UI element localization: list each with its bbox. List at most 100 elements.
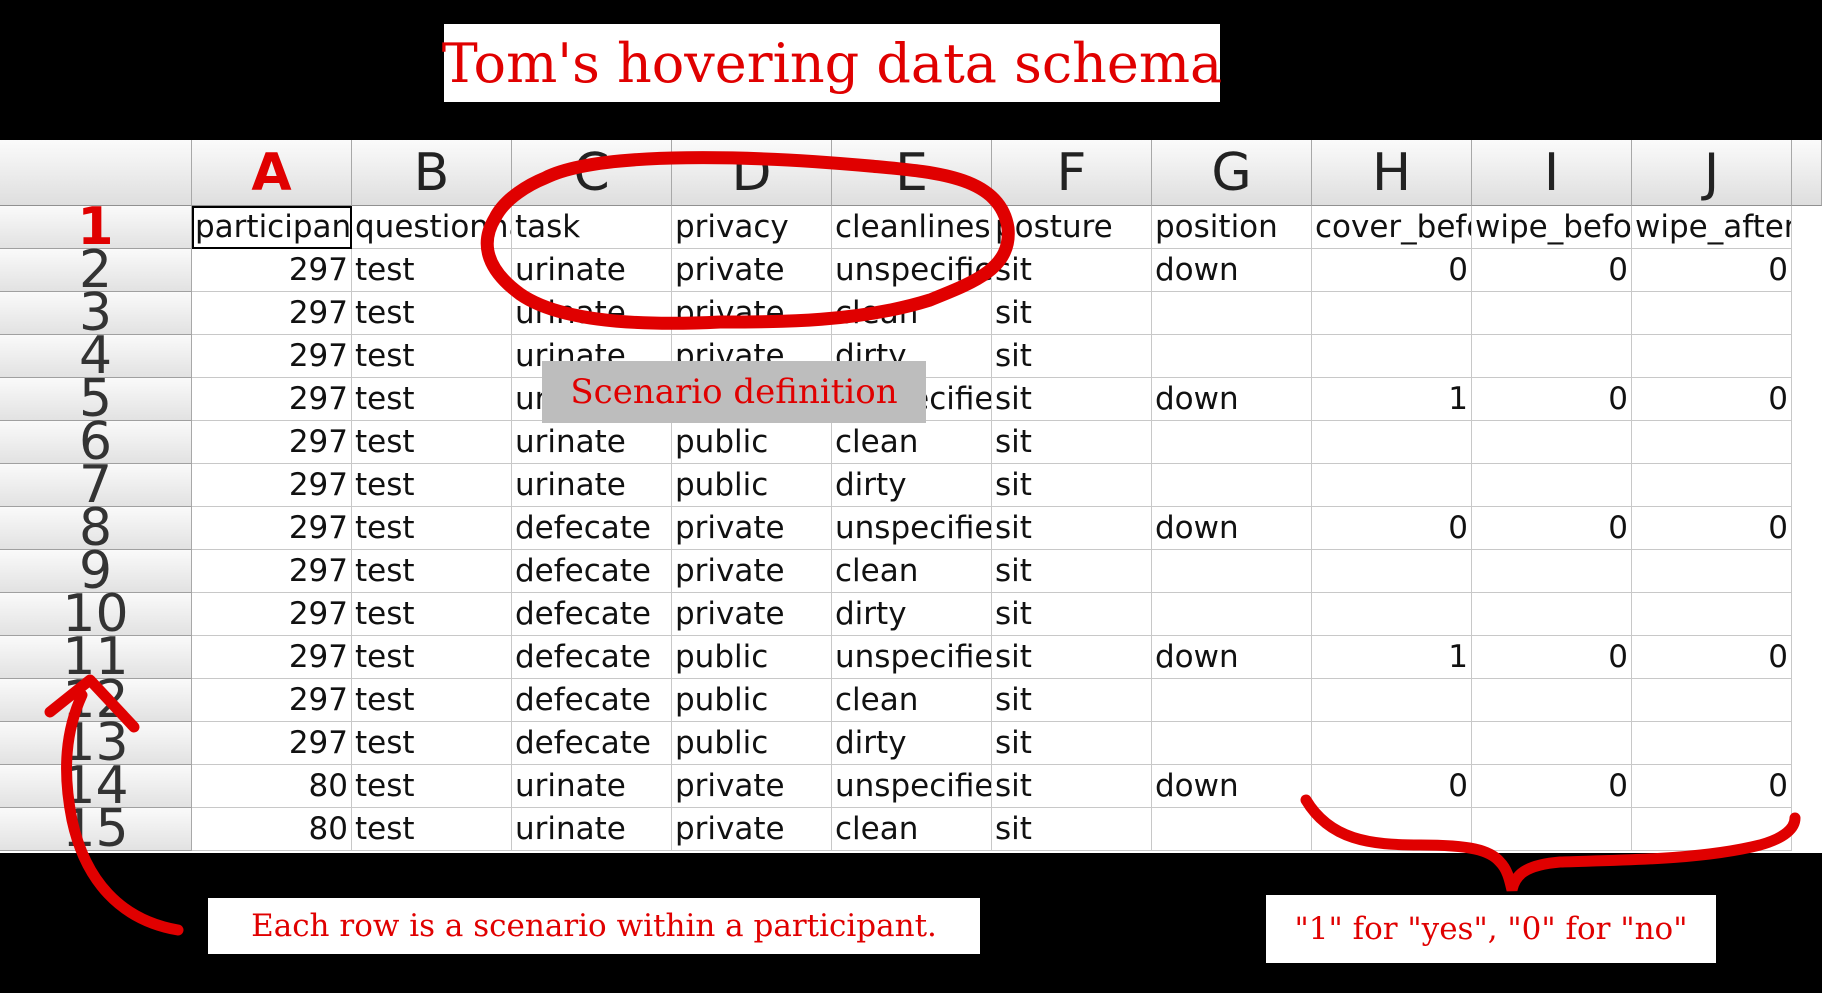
header-cell[interactable]: posture: [992, 206, 1152, 249]
grid-cell[interactable]: sit: [992, 679, 1152, 722]
grid-cell[interactable]: down: [1152, 378, 1312, 421]
grid-cell[interactable]: [1152, 292, 1312, 335]
grid-cell[interactable]: down: [1152, 636, 1312, 679]
grid-cell[interactable]: 0: [1312, 765, 1472, 808]
grid-cell[interactable]: test: [352, 593, 512, 636]
grid-cell[interactable]: 0: [1472, 507, 1632, 550]
row-header[interactable]: 5: [0, 373, 192, 425]
grid-cell[interactable]: sit: [992, 808, 1152, 851]
grid-cell[interactable]: sit: [992, 550, 1152, 593]
grid-cell[interactable]: [1152, 335, 1312, 378]
grid-cell[interactable]: unspecified: [832, 507, 992, 550]
row-header[interactable]: 11: [0, 631, 192, 683]
grid-cell[interactable]: 297: [192, 464, 352, 507]
grid-cell[interactable]: 0: [1632, 249, 1792, 292]
grid-cell[interactable]: [1312, 679, 1472, 722]
grid-cell[interactable]: [1312, 421, 1472, 464]
grid-cell[interactable]: unspecified: [832, 765, 992, 808]
grid-cell[interactable]: test: [352, 378, 512, 421]
grid-cell[interactable]: defecate: [512, 722, 672, 765]
grid-cell[interactable]: dirty: [832, 593, 992, 636]
grid-cell[interactable]: 0: [1632, 378, 1792, 421]
grid-cell[interactable]: dirty: [832, 464, 992, 507]
grid-cell[interactable]: urinate: [512, 765, 672, 808]
grid-cell[interactable]: [1632, 421, 1792, 464]
grid-cell[interactable]: [1632, 292, 1792, 335]
row-header[interactable]: 2: [0, 244, 192, 296]
grid-cell[interactable]: 0: [1632, 765, 1792, 808]
grid-cell[interactable]: sit: [992, 722, 1152, 765]
grid-cell[interactable]: 0: [1472, 249, 1632, 292]
grid-cell[interactable]: 297: [192, 636, 352, 679]
grid-cell[interactable]: test: [352, 292, 512, 335]
grid-cell[interactable]: defecate: [512, 550, 672, 593]
column-header-h[interactable]: H: [1312, 140, 1472, 206]
grid-cell[interactable]: sit: [992, 292, 1152, 335]
grid-cell[interactable]: [1632, 722, 1792, 765]
grid-cell[interactable]: [1152, 421, 1312, 464]
grid-cell[interactable]: private: [672, 593, 832, 636]
grid-cell[interactable]: dirty: [832, 722, 992, 765]
header-cell[interactable]: position: [1152, 206, 1312, 249]
grid-cell[interactable]: public: [672, 722, 832, 765]
grid-cell[interactable]: [1312, 722, 1472, 765]
header-cell[interactable]: task: [512, 206, 672, 249]
grid-cell[interactable]: 0: [1312, 249, 1472, 292]
grid-cell[interactable]: test: [352, 808, 512, 851]
grid-cell[interactable]: [1312, 292, 1472, 335]
grid-cell[interactable]: test: [352, 421, 512, 464]
grid-cell[interactable]: test: [352, 550, 512, 593]
header-cell[interactable]: cover_before: [1312, 206, 1472, 249]
grid-cell[interactable]: [1472, 335, 1632, 378]
grid-cell[interactable]: 0: [1632, 636, 1792, 679]
grid-cell[interactable]: [1472, 722, 1632, 765]
grid-cell[interactable]: 1: [1312, 378, 1472, 421]
grid-cell[interactable]: [1312, 335, 1472, 378]
grid-cell[interactable]: sit: [992, 507, 1152, 550]
grid-cell[interactable]: defecate: [512, 593, 672, 636]
row-header[interactable]: 8: [0, 502, 192, 554]
header-cell[interactable]: wipe_before: [1472, 206, 1632, 249]
grid-cell[interactable]: 297: [192, 421, 352, 464]
grid-cell[interactable]: 297: [192, 679, 352, 722]
grid-cell[interactable]: 297: [192, 335, 352, 378]
column-header-overflow[interactable]: [1792, 140, 1822, 206]
grid-cell[interactable]: [1312, 550, 1472, 593]
grid-cell[interactable]: [1472, 421, 1632, 464]
grid-cell[interactable]: [1152, 679, 1312, 722]
grid-cell[interactable]: urinate: [512, 249, 672, 292]
grid-cell[interactable]: sit: [992, 421, 1152, 464]
grid-cell[interactable]: test: [352, 335, 512, 378]
grid-cell[interactable]: [1472, 808, 1632, 851]
grid-cell[interactable]: [1152, 593, 1312, 636]
grid-cell[interactable]: test: [352, 722, 512, 765]
grid-cell[interactable]: sit: [992, 335, 1152, 378]
grid-cell[interactable]: test: [352, 636, 512, 679]
column-header-a[interactable]: A: [192, 140, 352, 206]
grid-cell[interactable]: down: [1152, 765, 1312, 808]
grid-cell[interactable]: public: [672, 464, 832, 507]
grid-cell[interactable]: unspecified: [832, 636, 992, 679]
grid-cell[interactable]: sit: [992, 636, 1152, 679]
grid-cell[interactable]: 80: [192, 808, 352, 851]
grid-cell[interactable]: 0: [1472, 378, 1632, 421]
select-all-corner[interactable]: [0, 140, 192, 206]
grid-cell[interactable]: [1312, 593, 1472, 636]
grid-cell[interactable]: public: [672, 421, 832, 464]
grid-cell[interactable]: [1312, 464, 1472, 507]
row-header[interactable]: 7: [0, 459, 192, 511]
grid-cell[interactable]: public: [672, 679, 832, 722]
grid-cell[interactable]: 297: [192, 507, 352, 550]
grid-cell[interactable]: test: [352, 249, 512, 292]
grid-cell[interactable]: defecate: [512, 679, 672, 722]
grid-cell[interactable]: clean: [832, 679, 992, 722]
grid-cell[interactable]: 297: [192, 593, 352, 636]
grid-cell[interactable]: sit: [992, 765, 1152, 808]
grid-cell[interactable]: urinate: [512, 808, 672, 851]
grid-cell[interactable]: [1152, 722, 1312, 765]
grid-cell[interactable]: 297: [192, 249, 352, 292]
grid-cell[interactable]: [1472, 679, 1632, 722]
header-cell[interactable]: privacy: [672, 206, 832, 249]
grid-cell[interactable]: [1472, 550, 1632, 593]
row-header[interactable]: 6: [0, 416, 192, 468]
